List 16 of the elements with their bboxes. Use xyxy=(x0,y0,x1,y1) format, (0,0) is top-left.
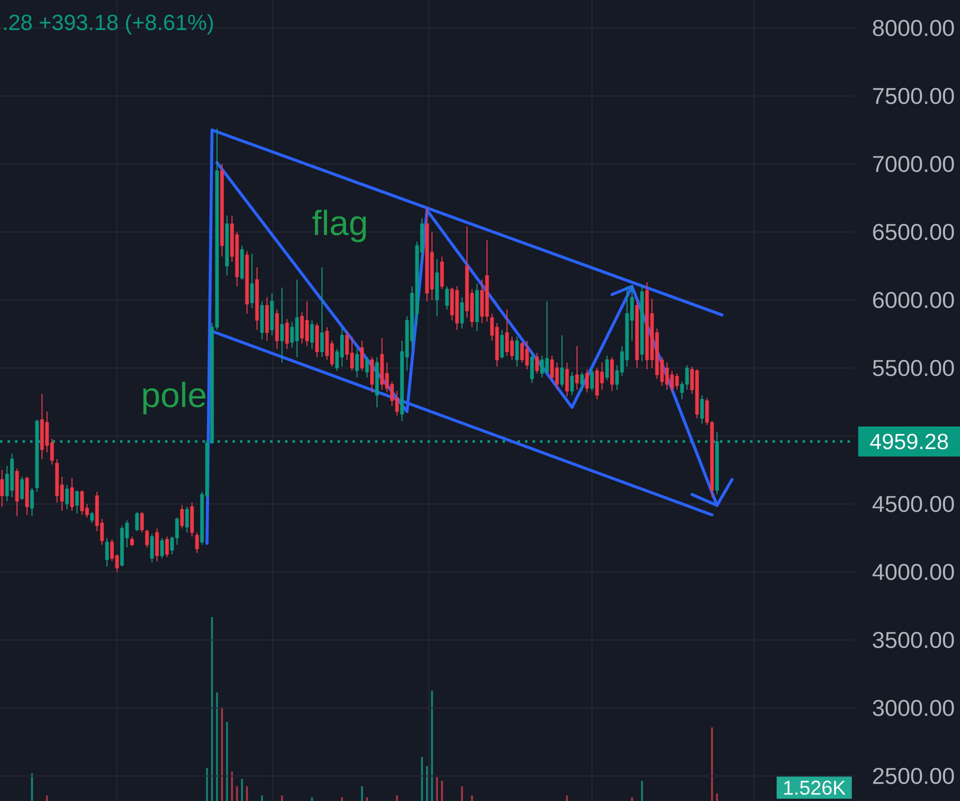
ref-line-label: 4959.28 xyxy=(870,434,948,450)
y-tick-label: 4000.00 xyxy=(872,564,954,580)
y-tick-label: 2500.00 xyxy=(873,768,954,784)
y-tick-label: 6000.00 xyxy=(873,292,954,308)
y-tick-label: 7000.00 xyxy=(873,156,954,172)
y-tick-label: 4500.00 xyxy=(872,496,954,512)
annotation: .28 +393.18 (+8.61%) xyxy=(4,14,213,35)
y-tick-label: 3500.00 xyxy=(872,632,954,648)
annotation: flag xyxy=(312,210,366,242)
y-tick-label: 3000.00 xyxy=(872,700,954,716)
annotation: pole xyxy=(143,382,206,414)
y-tick-label: 7500.00 xyxy=(873,88,954,104)
y-tick-label: 6500.00 xyxy=(873,224,954,240)
y-tick-label: 5500.00 xyxy=(872,360,954,376)
annotation: 1.526K xyxy=(784,780,846,795)
y-tick-label: 8000.00 xyxy=(872,20,954,36)
